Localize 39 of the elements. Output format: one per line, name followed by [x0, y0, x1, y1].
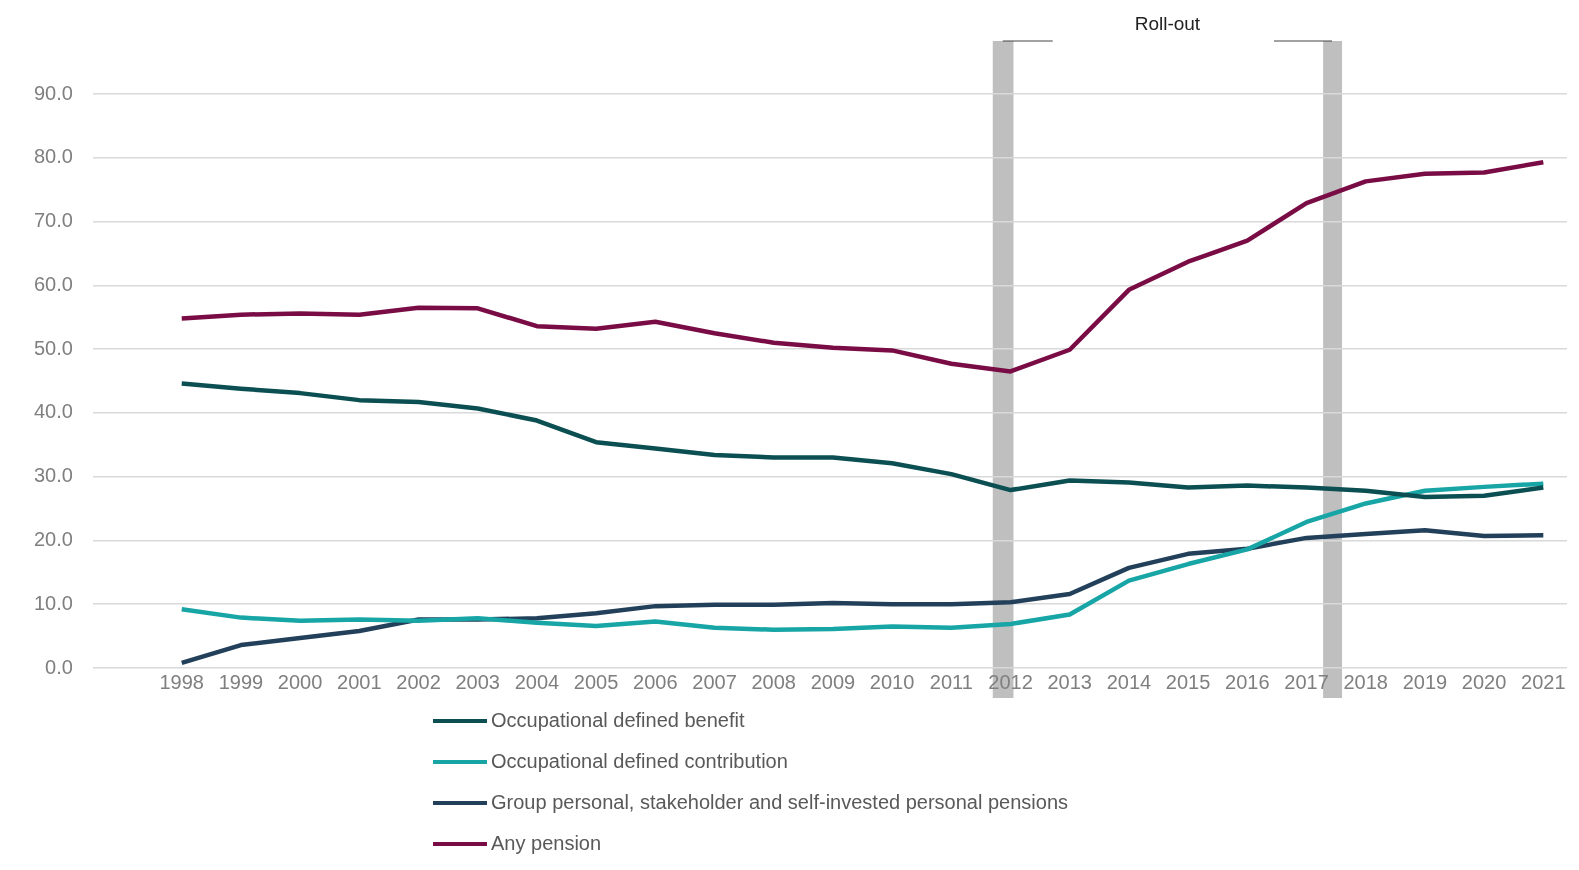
x-tick-label: 2001 — [337, 670, 382, 693]
y-tick-label: 70.0 — [33, 209, 73, 232]
x-tick-label: 2015 — [1165, 670, 1211, 693]
legend-label: Any pension — [491, 832, 602, 855]
x-tick-label: 2002 — [396, 670, 441, 693]
x-tick-label: 2003 — [455, 670, 500, 693]
x-tick-label: 2000 — [277, 670, 323, 693]
x-tick-label: 1998 — [159, 670, 204, 693]
x-tick-label: 2011 — [929, 670, 973, 693]
y-tick-label: 20.0 — [33, 527, 73, 550]
legend-label: Occupational defined contribution — [491, 750, 788, 773]
y-tick-label: 90.0 — [33, 81, 73, 104]
x-tick-label: 2012 — [988, 670, 1033, 693]
x-tick-label: 2016 — [1225, 670, 1270, 693]
x-tick-label: 2006 — [633, 670, 678, 693]
text: Roll-out — [1134, 13, 1201, 35]
x-tick-label: 2014 — [1106, 670, 1152, 693]
x-tick-label: 2017 — [1284, 670, 1329, 693]
x-tick-label: 2018 — [1343, 670, 1388, 693]
x-tick-label: 2007 — [692, 670, 737, 693]
x-tick-label: 1999 — [218, 670, 264, 693]
y-tick-label: 40.0 — [33, 400, 73, 423]
y-tick-label: 80.0 — [33, 145, 73, 168]
y-tick-label: 60.0 — [33, 272, 73, 295]
x-tick-label: 2020 — [1461, 670, 1507, 693]
legend-label: Group personal, stakeholder and self-invested personal pensions — [491, 791, 1069, 814]
x-tick-label: 2009 — [810, 670, 856, 693]
x-tick-label: 2021 — [1521, 670, 1566, 693]
x-tick-label: 2010 — [869, 670, 915, 693]
x-tick-label: 2005 — [573, 670, 619, 693]
x-tick-label: 2008 — [751, 670, 796, 693]
y-tick-label: 10.0 — [33, 591, 73, 614]
y-tick-label: 50.0 — [33, 336, 73, 359]
x-tick-label: 2019 — [1402, 670, 1448, 693]
y-tick-label: 30.0 — [33, 464, 73, 487]
y-tick-label: 0.0 — [45, 655, 73, 678]
x-tick-label: 2013 — [1047, 670, 1092, 693]
x-tick-label: 2004 — [514, 670, 560, 693]
legend-label: Occupational defined benefit — [491, 709, 745, 732]
